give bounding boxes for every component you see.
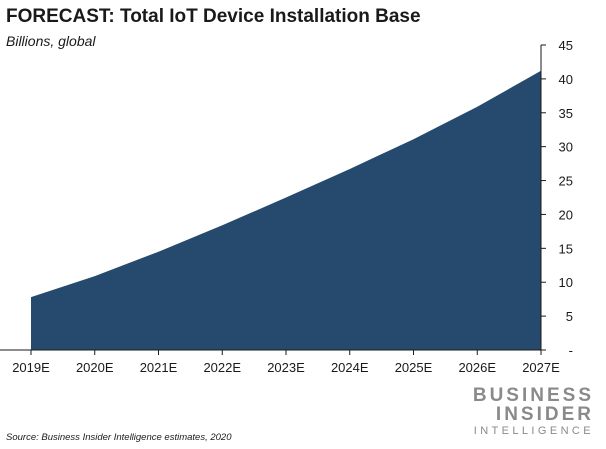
x-tick-label: 2025E <box>395 360 433 375</box>
x-tick-label: 2024E <box>331 360 369 375</box>
y-axis-labels: - 5 10 15 20 25 30 35 40 45 <box>559 38 573 358</box>
x-tick-label: 2019E <box>12 360 50 375</box>
area-series <box>31 70 541 351</box>
y-tick-label: 15 <box>559 241 573 256</box>
chart-subtitle: Billions, global <box>6 33 96 49</box>
y-tick-label: 45 <box>559 38 573 53</box>
y-tick-label: 5 <box>566 309 573 324</box>
logo-text-insider: INSIDER <box>495 404 594 425</box>
x-tick-label: 2027E <box>522 360 560 375</box>
y-tick-label: 40 <box>559 72 573 87</box>
source-note: Source: Business Insider Intelligence es… <box>6 432 232 443</box>
business-insider-intelligence-logo: BUSINESS INSIDER INTELLIGENCE <box>473 386 594 437</box>
y-tick-label: 35 <box>559 106 573 121</box>
chart-title: FORECAST: Total IoT Device Installation … <box>6 6 421 27</box>
x-tick-label: 2021E <box>140 360 178 375</box>
logo-text-business: BUSINESS <box>472 385 594 406</box>
x-tick-label: 2026E <box>458 360 496 375</box>
y-tick-label: 30 <box>559 140 573 155</box>
plot-area <box>31 70 541 351</box>
y-tick-label: 20 <box>559 207 573 222</box>
y-tick-label: - <box>569 343 573 358</box>
x-axis-labels: 2019E 2020E 2021E 2022E 2023E 2024E 2025E 2026E… <box>12 360 560 375</box>
x-tick-label: 2020E <box>76 360 114 375</box>
chart-axes <box>0 44 546 355</box>
x-tick-label: 2022E <box>203 360 241 375</box>
y-tick-label: 25 <box>559 174 573 189</box>
logo-text-intelligence: INTELLIGENCE <box>473 425 594 437</box>
y-tick-label: 10 <box>559 275 573 290</box>
x-tick-label: 2023E <box>267 360 305 375</box>
